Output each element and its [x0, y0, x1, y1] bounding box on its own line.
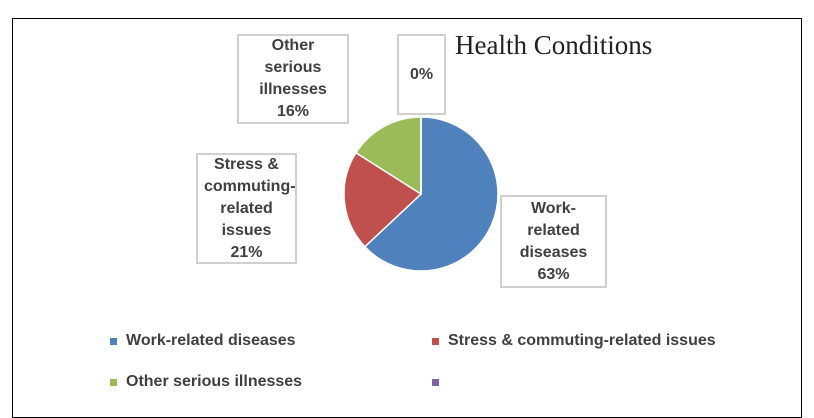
- data-label-value: 16%: [276, 103, 310, 120]
- data-label: Stress & commuting-related issues 21%: [196, 153, 297, 264]
- data-label-name: Work-related diseases: [519, 199, 588, 261]
- data-label-name: Stress & commuting-related issues: [204, 155, 296, 239]
- legend-item: Stress & commuting-related issues: [432, 330, 716, 352]
- data-label-value: 21%: [230, 243, 263, 261]
- legend-label: Other serious illnesses: [126, 373, 303, 390]
- chart-title: Health Conditions: [455, 30, 653, 60]
- legend-swatch: [432, 378, 439, 386]
- legend-item: Other serious illnesses: [110, 371, 302, 393]
- data-label-value: 0%: [409, 65, 434, 83]
- page: {"chart_data": {"type": "pie", "title": …: [12, 18, 802, 418]
- data-label-value: 63%: [537, 265, 570, 283]
- legend-item: [432, 371, 448, 393]
- legend-item: Work-related diseases: [110, 330, 296, 352]
- data-label: Work-related diseases 63%: [500, 195, 607, 288]
- pie-slice: [343, 151, 423, 248]
- legend-label: Stress & commuting-related issues: [448, 332, 716, 349]
- legend-swatch: [110, 337, 117, 345]
- chart: [343, 116, 499, 272]
- pie-slice: [363, 116, 499, 272]
- data-label: Other serious illnesses 16%: [237, 34, 349, 124]
- legend-label: Work-related diseases: [126, 332, 296, 349]
- data-label-name: Other serious illnesses: [259, 37, 327, 98]
- pie-slice: [354, 116, 422, 196]
- legend-swatch: [110, 378, 117, 386]
- legend-swatch: [432, 337, 439, 345]
- data-label: 0%: [397, 34, 446, 115]
